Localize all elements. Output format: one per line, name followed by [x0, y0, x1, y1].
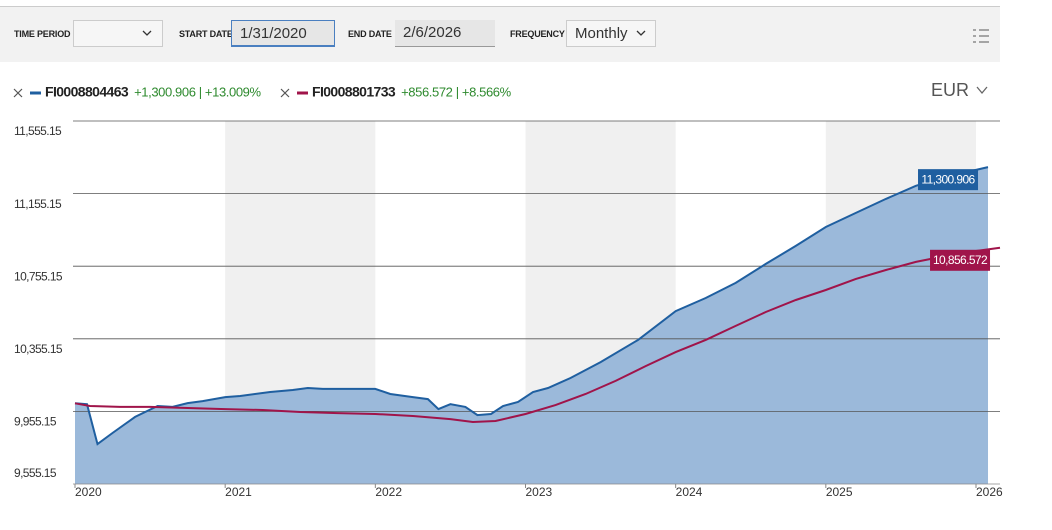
end-label: 10,856.572 [933, 253, 988, 267]
legend-item: FI0008801733 +856.572 | +8.566% [280, 84, 512, 100]
x-tick-label: 2024 [676, 485, 703, 499]
legend-remove[interactable] [280, 88, 290, 98]
y-tick-label: 9,555.15 [14, 466, 57, 480]
start-date-label: START DATE [179, 29, 233, 39]
x-tick-label: 2021 [225, 485, 252, 499]
x-tick-label: 2020 [75, 485, 102, 499]
legend-change: +1,300.906 | +13.009% [134, 84, 261, 99]
currency-select[interactable]: EUR [931, 80, 970, 100]
y-tick-label: 11,155.15 [14, 197, 62, 211]
toolbar [0, 6, 1000, 62]
x-tick-label: 2026 [976, 485, 1003, 499]
end-date-label: END DATE [348, 29, 392, 39]
chevron[interactable] [636, 30, 646, 36]
legend-remove[interactable] [13, 88, 23, 98]
list-icon[interactable] [973, 29, 989, 43]
y-tick-label: 10,755.15 [14, 269, 63, 283]
legend-change: +856.572 | +8.566% [401, 84, 512, 99]
chevron[interactable] [142, 30, 152, 36]
start-date-input[interactable]: 1/31/2020 [231, 20, 335, 47]
x-tick-label: 2025 [826, 485, 853, 499]
y-tick-label: 9,955.15 [14, 415, 57, 429]
legend-name: FI0008804463 [45, 84, 129, 100]
frequency-label: FREQUENCY [510, 29, 565, 39]
chevron[interactable] [976, 86, 988, 95]
area [75, 167, 989, 484]
time-period-label: TIME PERIOD [14, 29, 71, 39]
x-tick-label: 2022 [375, 485, 402, 499]
end-label-box [918, 169, 979, 191]
series-line [74, 246, 1001, 424]
end-label: 11,300.906 [921, 172, 975, 186]
frequency-select[interactable]: Monthly [566, 20, 656, 47]
y-tick-label: 11,555.15 [14, 124, 62, 138]
end-label-box [930, 249, 991, 271]
y-tick-label: 10,355.15 [14, 342, 63, 356]
x-tick-label: 2023 [526, 485, 553, 499]
legend-name: FI0008801733 [312, 84, 396, 100]
icons [142, 29, 989, 95]
end-date-input[interactable]: 2/6/2026 [395, 20, 495, 47]
legend-item: FI0008804463 +1,300.906 | +13.009% [13, 84, 262, 100]
series-line [74, 166, 989, 446]
